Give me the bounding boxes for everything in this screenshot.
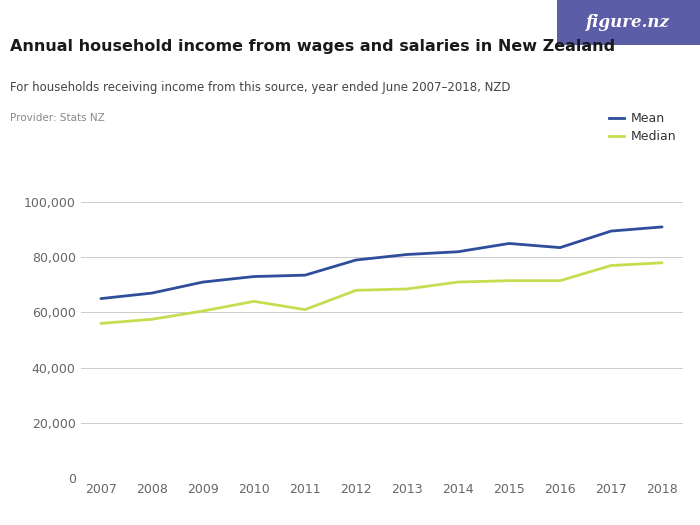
Text: Annual household income from wages and salaries in New Zealand: Annual household income from wages and s…	[10, 39, 615, 55]
Legend: Mean, Median: Mean, Median	[610, 112, 676, 143]
Text: figure.nz: figure.nz	[587, 14, 671, 31]
Text: Provider: Stats NZ: Provider: Stats NZ	[10, 113, 105, 123]
Text: For households receiving income from this source, year ended June 2007–2018, NZD: For households receiving income from thi…	[10, 81, 511, 94]
